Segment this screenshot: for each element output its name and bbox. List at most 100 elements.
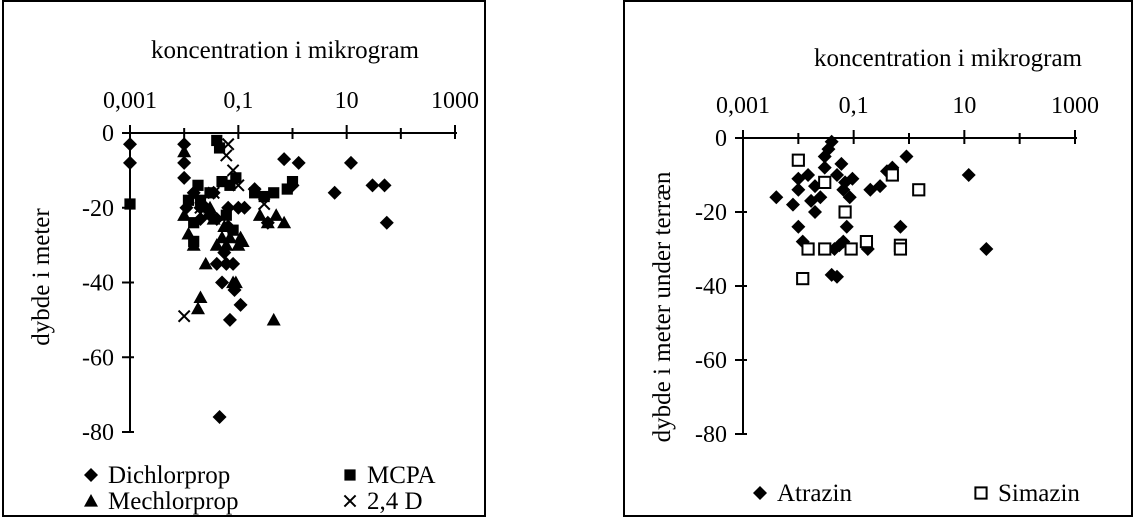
legend-item-mcpa: MCPA [344, 462, 436, 489]
data-point-mcpa [286, 175, 299, 188]
data-point-mechlorprop [209, 238, 224, 251]
data-point-2-4-d [221, 137, 235, 151]
series-mechlorprop [177, 144, 292, 326]
data-point-mechlorprop [198, 256, 213, 270]
data-point-atrazin [834, 156, 849, 171]
data-point-mcpa [211, 134, 223, 147]
x-tick-label: 0,001 [103, 88, 157, 114]
legend-item-simazin: Simazin [974, 480, 1080, 507]
series-mcpa [124, 134, 299, 247]
x-tick-label: 1000 [431, 88, 479, 114]
legend-label: 2,4 D [367, 488, 423, 515]
y-tick-label: -60 [82, 345, 114, 371]
data-point-atrazin [807, 205, 822, 219]
data-point-dichlorprop [327, 185, 342, 200]
data-point-dichlorprop [123, 137, 137, 152]
data-point-atrazin [795, 234, 810, 249]
x-tick-label: 10 [952, 93, 976, 119]
data-point-atrazin [893, 219, 908, 234]
data-point-mechlorprop [228, 275, 243, 289]
data-point-atrazin [961, 168, 976, 182]
legend-marker-simazin [974, 486, 988, 500]
data-point-atrazin [838, 175, 853, 190]
data-point-dichlorprop [177, 155, 192, 170]
y-tick-label: -80 [695, 422, 727, 448]
data-point-mechlorprop [206, 211, 221, 225]
data-point-mechlorprop [177, 144, 192, 158]
legend-label: MCPA [367, 462, 436, 489]
data-point-atrazin [845, 171, 860, 186]
legend-item-atrazin: Atrazin [753, 480, 852, 507]
data-point-2-4-d [194, 201, 207, 215]
data-point-2-4-d [226, 164, 240, 177]
data-point-mcpa [230, 172, 242, 184]
data-point-2-4-d [207, 186, 220, 200]
legend-marker-2-4-d [343, 494, 357, 508]
data-point-dichlorprop [377, 178, 392, 193]
y-tick-label: -80 [82, 420, 114, 446]
chart-right: 0,001 0,1 10 1000 0 -20 -40 -60 -80 Atrazin Simaz… [649, 45, 1099, 507]
data-point-mcpa [194, 194, 207, 206]
x-tick-label: 0,1 [223, 88, 253, 114]
x-axis-title: koncentration i mikrogram [814, 45, 1083, 72]
data-point-dichlorprop [226, 256, 241, 271]
data-point-mechlorprop [219, 238, 234, 251]
data-point-mcpa [213, 142, 226, 154]
data-point-mechlorprop [193, 290, 208, 304]
data-point-atrazin [785, 197, 800, 212]
data-point-dichlorprop [379, 215, 394, 230]
data-point-mcpa [220, 209, 232, 221]
data-point-mechlorprop [177, 208, 192, 221]
data-point-atrazin [830, 269, 845, 284]
data-point-mechlorprop [203, 200, 218, 214]
data-point-simazin [838, 205, 852, 219]
legend-marker-mechlorprop [84, 494, 98, 507]
legend-item-mechlorprop: Mechlorprop [84, 488, 239, 515]
data-point-dichlorprop [343, 155, 358, 170]
data-point-atrazin [836, 234, 851, 249]
data-point-dichlorprop [233, 297, 248, 312]
data-point-atrazin [807, 179, 822, 194]
data-point-mechlorprop [252, 208, 267, 221]
y-tick-label: -20 [82, 196, 114, 222]
data-point-simazin [844, 242, 858, 256]
data-point-mechlorprop [186, 238, 201, 251]
data-point-mechlorprop [277, 215, 292, 229]
data-point-simazin [818, 242, 832, 256]
data-point-atrazin [791, 219, 806, 234]
data-point-2-4-d [220, 149, 233, 162]
x-tick-label: 10 [335, 88, 359, 114]
data-point-atrazin [801, 168, 816, 182]
data-point-mcpa [258, 190, 270, 203]
data-point-simazin [912, 183, 926, 197]
data-point-mcpa [204, 187, 216, 199]
data-point-atrazin [899, 149, 914, 164]
data-point-mechlorprop [217, 219, 232, 233]
legend-label: Atrazin [777, 480, 852, 507]
data-point-mechlorprop [266, 312, 281, 326]
data-point-dichlorprop [177, 170, 192, 185]
data-point-mcpa [249, 187, 261, 199]
data-point-dichlorprop [277, 152, 292, 167]
data-point-atrazin [979, 242, 994, 256]
data-point-mechlorprop [235, 234, 250, 247]
data-point-atrazin [824, 134, 839, 149]
data-point-simazin [801, 242, 815, 256]
x-tick-label: 1000 [1051, 93, 1099, 119]
series-simazin [791, 153, 926, 286]
data-point-atrazin [791, 182, 806, 197]
data-point-atrazin [824, 267, 839, 282]
chart-panel-left: 0,001 0,1 10 1000 0 -20 -40 -60 -80 Dichlorprop M… [2, 0, 486, 517]
data-point-mechlorprop [260, 215, 275, 229]
data-point-dichlorprop [177, 137, 192, 152]
data-point-mcpa [192, 179, 204, 191]
data-point-simazin [893, 242, 908, 256]
y-axis-label: dybde i meter [28, 208, 55, 346]
data-point-mcpa [188, 217, 200, 229]
legend-item-2-4-d: 2,4 D [343, 488, 423, 515]
data-point-dichlorprop [237, 200, 252, 215]
legend-marker-dichlorprop [84, 468, 98, 482]
data-point-mcpa [268, 187, 280, 199]
data-point-atrazin [842, 190, 857, 205]
